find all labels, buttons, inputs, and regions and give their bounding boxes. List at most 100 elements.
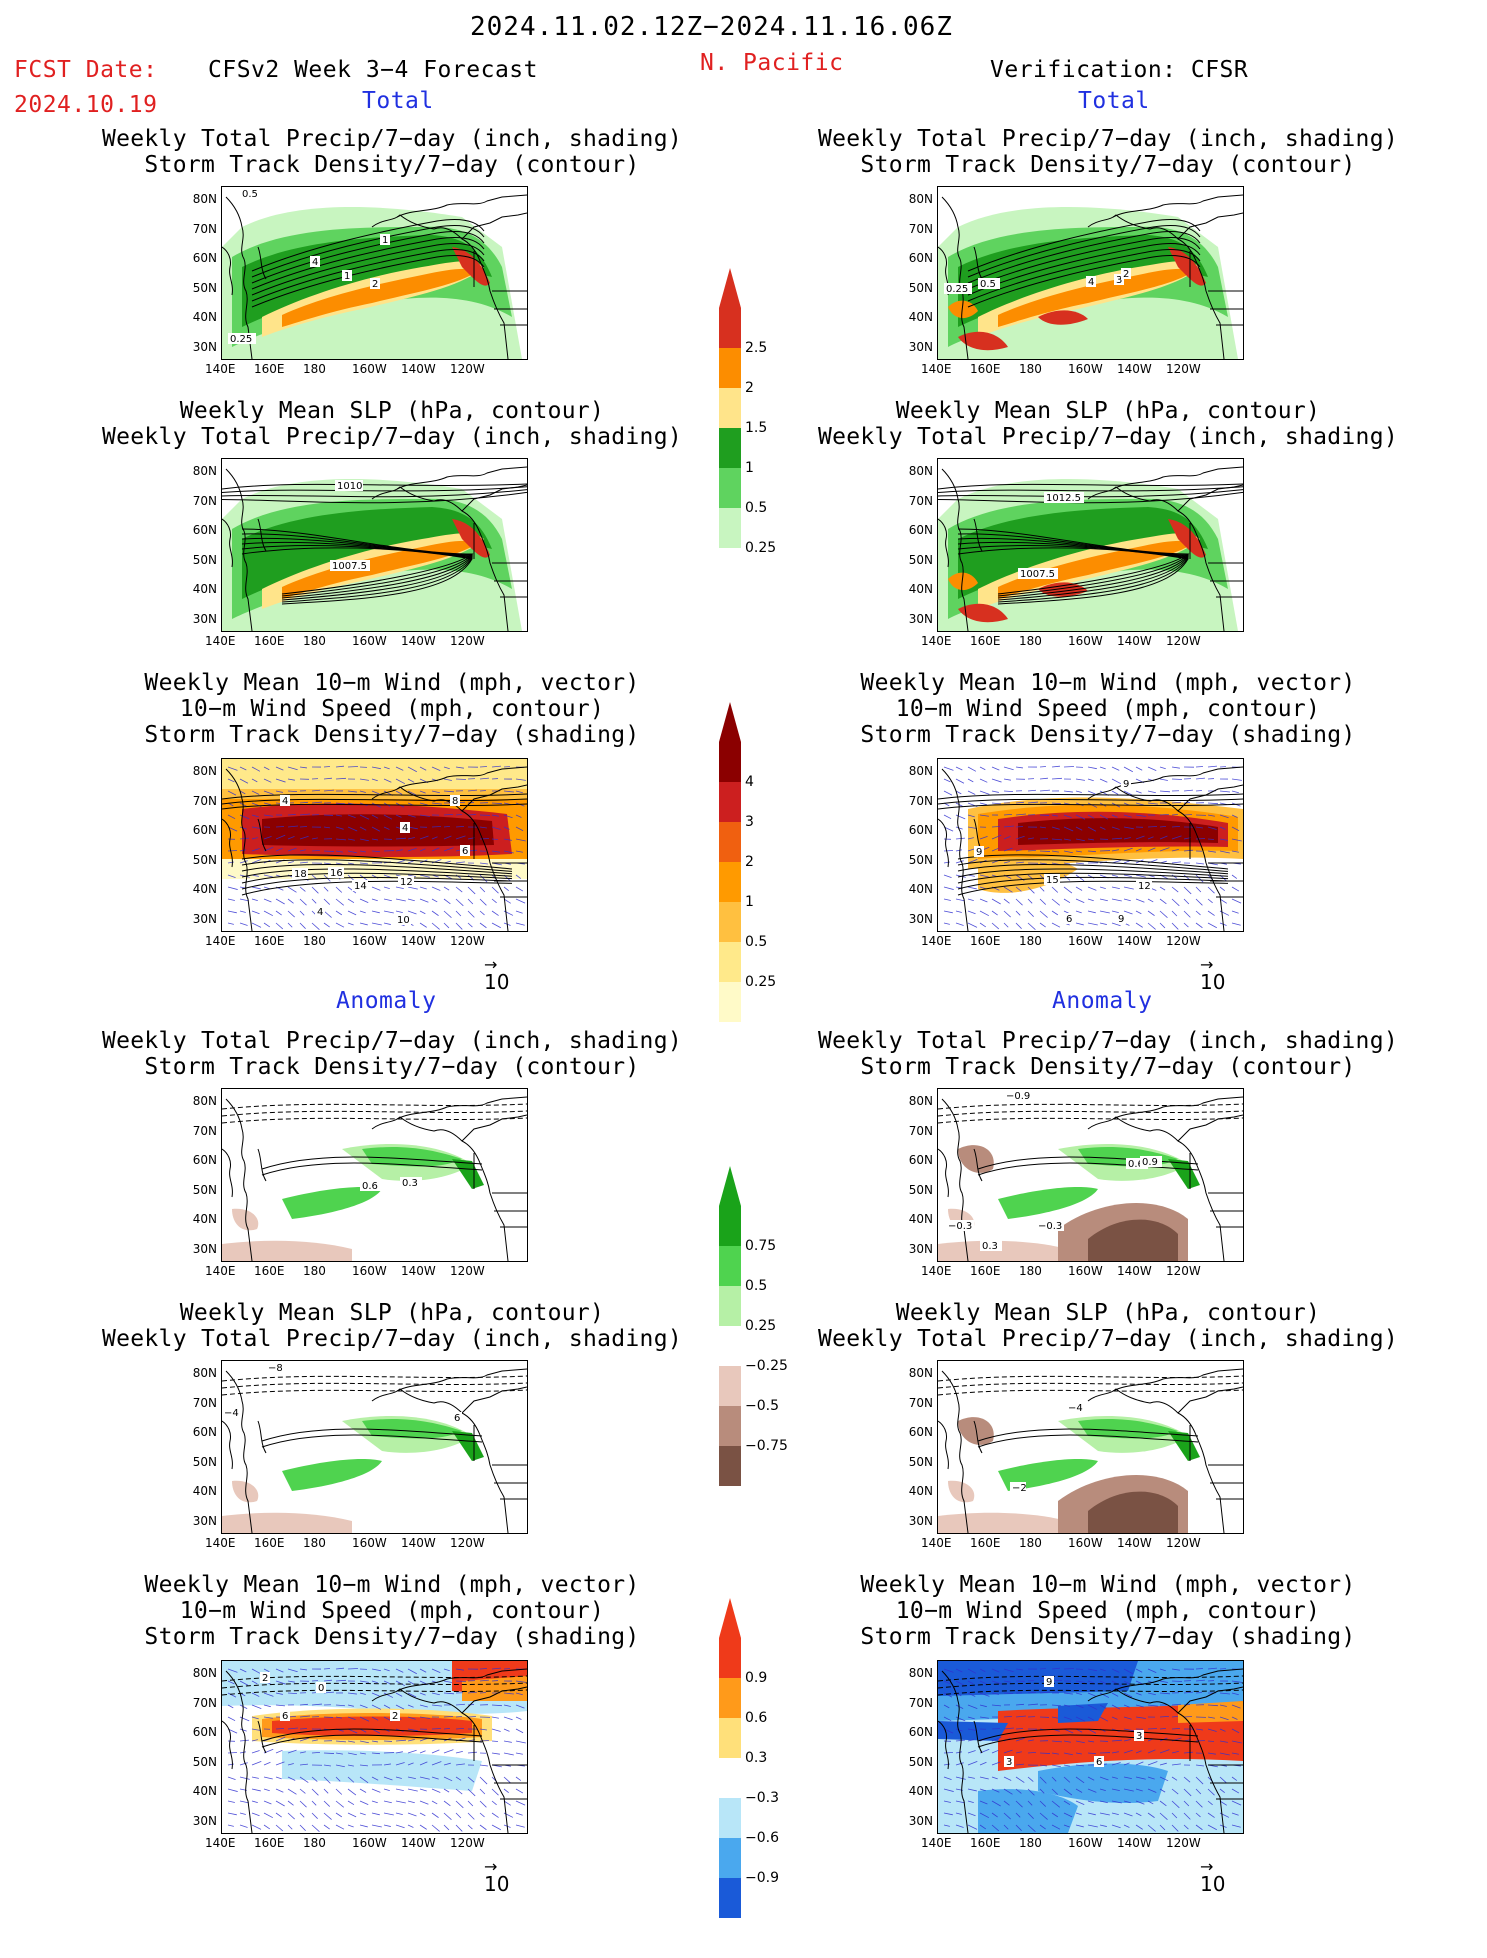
contour-label: −0.3 xyxy=(1038,1221,1062,1232)
contour-label: 4 xyxy=(282,796,288,807)
lat-tick-label: 40N xyxy=(897,1784,933,1798)
lon-tick-label: 160E xyxy=(970,934,1001,948)
lat-tick-label: 70N xyxy=(897,494,933,508)
contour-label: 1007.5 xyxy=(332,561,367,572)
contour-label: 14 xyxy=(354,881,367,892)
lat-tick-label: 50N xyxy=(181,1755,217,1769)
lat-tick-label: 30N xyxy=(181,612,217,626)
lon-tick-label: 180 xyxy=(1019,362,1042,376)
colorbar-tip-bottom xyxy=(719,548,741,588)
colorbar-label: 1 xyxy=(745,894,767,910)
lon-tick-label: 120W xyxy=(1166,934,1201,948)
colorbar-label: 0.5 xyxy=(745,1278,767,1294)
contour-label: −8 xyxy=(268,1363,283,1374)
contour-label: 6 xyxy=(454,1413,460,1424)
lon-tick-label: 180 xyxy=(1019,1264,1042,1278)
colorbar-label: 1 xyxy=(745,460,767,476)
lon-tick-label: 180 xyxy=(303,362,326,376)
lat-tick-label: 30N xyxy=(897,912,933,926)
lon-tick-label: 140E xyxy=(921,934,952,948)
colorbar-segment xyxy=(719,468,741,508)
vector-ref-p5: →10 xyxy=(484,960,509,994)
colorbar-segment xyxy=(719,1446,741,1486)
lat-tick-label: 50N xyxy=(181,553,217,567)
lat-tick-label: 30N xyxy=(897,612,933,626)
lat-tick-label: 30N xyxy=(897,340,933,354)
lon-tick-label: 120W xyxy=(1166,362,1201,376)
contour-label: −0.9 xyxy=(1006,1091,1030,1102)
colorbar-tip-top xyxy=(719,702,741,742)
lat-tick-label: 50N xyxy=(897,1755,933,1769)
lon-tick-label: 140E xyxy=(205,1264,236,1278)
lon-tick-label: 160E xyxy=(254,634,285,648)
colorbar-segment xyxy=(719,1246,741,1286)
colorbar-segment xyxy=(719,1838,741,1878)
lat-tick-label: 30N xyxy=(181,1514,217,1528)
lat-tick-label: 40N xyxy=(897,1484,933,1498)
contour-label: 1007.5 xyxy=(1020,569,1055,580)
lat-tick-label: 70N xyxy=(181,1396,217,1410)
lon-tick-label: 140W xyxy=(1117,1536,1152,1550)
lon-tick-label: 160E xyxy=(254,1836,285,1850)
lon-tick-label: 160W xyxy=(1068,1536,1103,1550)
lon-tick-label: 120W xyxy=(450,1836,485,1850)
colorbar-segment xyxy=(719,1326,741,1366)
map-slp-precip-verification: 1012.5 1007.5 xyxy=(937,458,1244,632)
lon-tick-label: 180 xyxy=(303,634,326,648)
lat-tick-label: 60N xyxy=(897,1725,933,1739)
title-p5: Weekly Mean 10−m Wind (mph, vector)10−m … xyxy=(42,670,742,748)
colorbar-segment xyxy=(719,982,741,1022)
lon-tick-label: 120W xyxy=(1166,1536,1201,1550)
colorbar-label: 0.5 xyxy=(745,500,767,516)
lat-tick-label: 50N xyxy=(897,1455,933,1469)
lat-tick-label: 80N xyxy=(181,464,217,478)
contour-label: 0.5 xyxy=(980,279,996,290)
colorbar-label: 2 xyxy=(745,380,767,396)
lat-tick-label: 70N xyxy=(897,222,933,236)
colorbar-segment xyxy=(719,742,741,782)
contour-label: 6 xyxy=(462,846,468,857)
lat-tick-label: 40N xyxy=(181,1784,217,1798)
lon-tick-label: 140W xyxy=(401,934,436,948)
lon-tick-label: 160E xyxy=(970,362,1001,376)
coastline xyxy=(222,1369,527,1533)
contour-label: 4 xyxy=(317,907,323,918)
contour-label: 0.5 xyxy=(242,189,258,200)
lon-tick-label: 160W xyxy=(352,1836,387,1850)
contour-label: 12 xyxy=(1138,881,1151,892)
lat-tick-label: 40N xyxy=(181,310,217,324)
contour-label: −4 xyxy=(224,1408,239,1419)
contour-label: 18 xyxy=(294,869,307,880)
lon-tick-label: 160W xyxy=(1068,362,1103,376)
title-p7: Weekly Total Precip/7−day (inch, shading… xyxy=(42,1028,742,1080)
title-p10: Weekly Mean SLP (hPa, contour)Weekly Tot… xyxy=(758,1300,1458,1352)
lon-tick-label: 140W xyxy=(1117,1264,1152,1278)
lat-tick-label: 60N xyxy=(181,523,217,537)
contour-label: 6 xyxy=(1066,914,1072,925)
map-slp-precip-anom-verification: −4−2 xyxy=(937,1360,1244,1534)
colorbar-segment xyxy=(719,428,741,468)
colorbar-segment xyxy=(719,782,741,822)
colorbar-label: 0.6 xyxy=(745,1710,767,1726)
colorbar-segment xyxy=(719,1798,741,1838)
lat-tick-label: 70N xyxy=(181,794,217,808)
lon-tick-label: 160E xyxy=(254,362,285,376)
lon-tick-label: 140E xyxy=(921,362,952,376)
contour-label: 1012.5 xyxy=(1046,493,1081,504)
lon-tick-label: 140E xyxy=(921,1264,952,1278)
lon-tick-label: 140E xyxy=(205,934,236,948)
lat-tick-label: 40N xyxy=(181,882,217,896)
contour-label: 2 xyxy=(392,1711,398,1722)
lat-tick-label: 30N xyxy=(897,1514,933,1528)
colorbar-tip-bottom xyxy=(719,1918,741,1958)
title-p8: Weekly Total Precip/7−day (inch, shading… xyxy=(758,1028,1458,1080)
map-slp-precip-anom-forecast: −8 −4 6 xyxy=(221,1360,528,1534)
colorbar-segment xyxy=(719,388,741,428)
contour-label: −2 xyxy=(1012,1483,1027,1494)
vector-ref-p12: →10 xyxy=(1200,1862,1225,1896)
lat-tick-label: 60N xyxy=(181,1153,217,1167)
lat-tick-label: 70N xyxy=(897,1396,933,1410)
